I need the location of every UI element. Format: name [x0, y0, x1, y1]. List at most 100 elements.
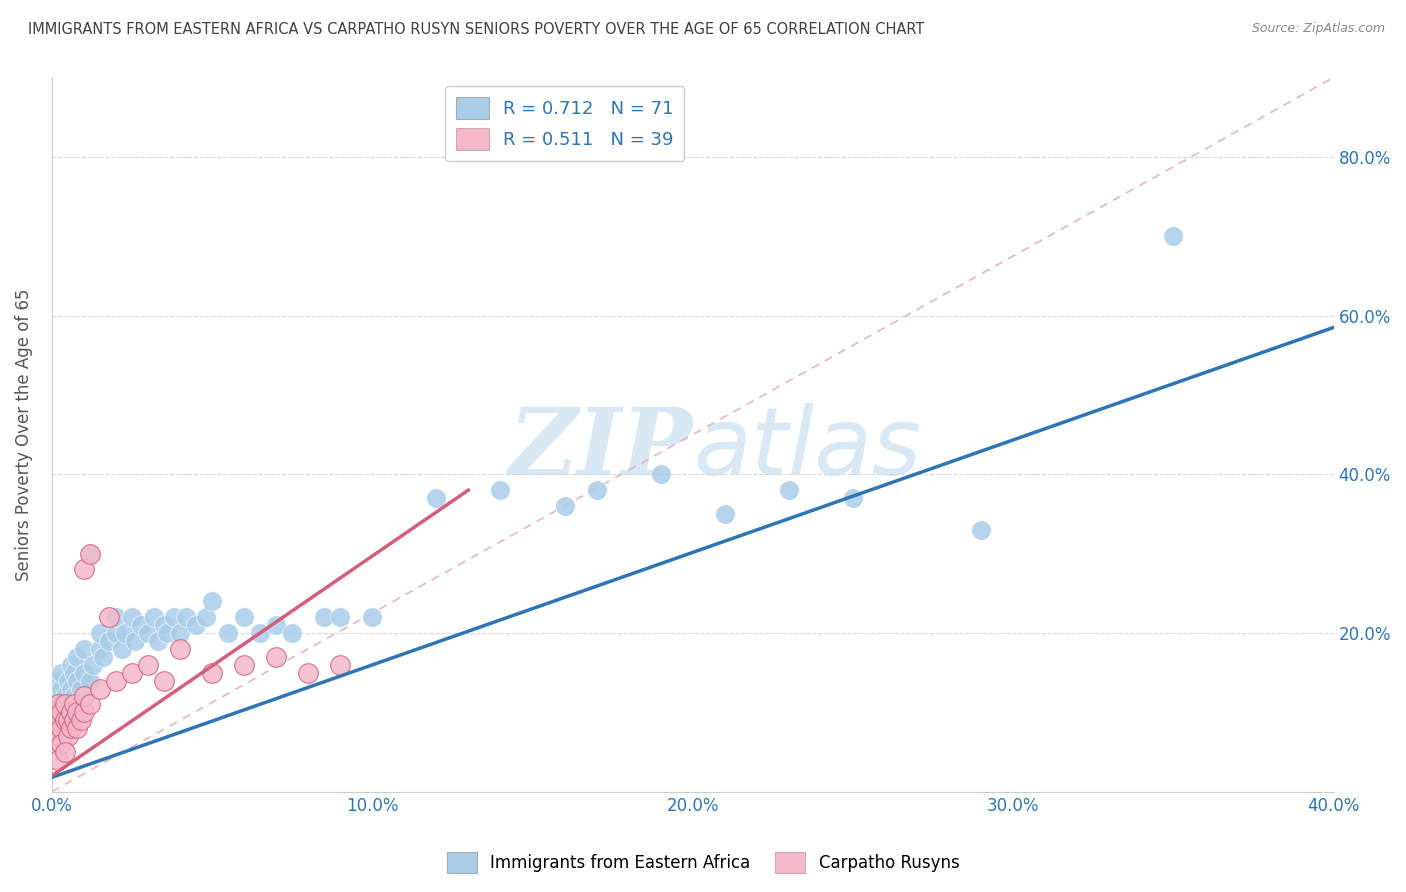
Point	[44, 737, 66, 751]
Point	[51, 713, 73, 727]
Point	[201, 594, 224, 608]
Point	[233, 657, 256, 672]
Y-axis label: Seniors Poverty Over the Age of 65: Seniors Poverty Over the Age of 65	[15, 288, 32, 581]
Legend: R = 0.712   N = 71, R = 0.511   N = 39: R = 0.712 N = 71, R = 0.511 N = 39	[446, 87, 685, 161]
Point	[79, 673, 101, 688]
Point	[79, 547, 101, 561]
Point	[98, 610, 121, 624]
Point	[53, 690, 76, 704]
Legend: Immigrants from Eastern Africa, Carpatho Rusyns: Immigrants from Eastern Africa, Carpatho…	[440, 846, 966, 880]
Point	[51, 665, 73, 680]
Text: ZIP: ZIP	[509, 404, 693, 494]
Point	[314, 610, 336, 624]
Point	[53, 706, 76, 720]
Point	[66, 673, 89, 688]
Point	[82, 657, 104, 672]
Point	[63, 665, 86, 680]
Point	[44, 706, 66, 720]
Point	[104, 610, 127, 624]
Point	[46, 698, 69, 712]
Point	[63, 713, 86, 727]
Point	[59, 706, 82, 720]
Point	[297, 665, 319, 680]
Point	[124, 634, 146, 648]
Point	[53, 698, 76, 712]
Point	[121, 610, 143, 624]
Point	[249, 626, 271, 640]
Point	[650, 467, 672, 482]
Point	[169, 626, 191, 640]
Point	[553, 499, 575, 513]
Point	[153, 618, 176, 632]
Point	[89, 626, 111, 640]
Point	[51, 721, 73, 735]
Point	[59, 721, 82, 735]
Point	[104, 673, 127, 688]
Point	[56, 713, 79, 727]
Point	[89, 641, 111, 656]
Point	[361, 610, 384, 624]
Text: IMMIGRANTS FROM EASTERN AFRICA VS CARPATHO RUSYN SENIORS POVERTY OVER THE AGE OF: IMMIGRANTS FROM EASTERN AFRICA VS CARPAT…	[28, 22, 925, 37]
Point	[970, 523, 993, 537]
Point	[56, 729, 79, 743]
Point	[69, 713, 91, 727]
Point	[98, 634, 121, 648]
Point	[79, 547, 101, 561]
Point	[111, 641, 134, 656]
Point	[136, 657, 159, 672]
Point	[51, 681, 73, 696]
Point	[59, 657, 82, 672]
Point	[59, 681, 82, 696]
Point	[162, 610, 184, 624]
Point	[56, 698, 79, 712]
Point	[194, 610, 217, 624]
Point	[66, 698, 89, 712]
Point	[46, 753, 69, 767]
Point	[46, 698, 69, 712]
Point	[143, 610, 166, 624]
Point	[53, 745, 76, 759]
Point	[156, 626, 179, 640]
Point	[201, 665, 224, 680]
Point	[66, 706, 89, 720]
Point	[169, 641, 191, 656]
Point	[73, 562, 96, 576]
Point	[585, 483, 607, 497]
Point	[53, 713, 76, 727]
Point	[73, 641, 96, 656]
Point	[66, 649, 89, 664]
Point	[73, 690, 96, 704]
Point	[91, 649, 114, 664]
Point	[146, 634, 169, 648]
Point	[46, 673, 69, 688]
Point	[104, 626, 127, 640]
Point	[63, 698, 86, 712]
Point	[153, 673, 176, 688]
Point	[73, 706, 96, 720]
Point	[46, 721, 69, 735]
Point	[51, 737, 73, 751]
Point	[131, 618, 153, 632]
Point	[56, 673, 79, 688]
Point	[713, 507, 735, 521]
Point	[329, 610, 352, 624]
Point	[329, 657, 352, 672]
Point	[842, 491, 865, 505]
Point	[264, 649, 287, 664]
Point	[51, 706, 73, 720]
Point	[233, 610, 256, 624]
Point	[184, 618, 207, 632]
Point	[114, 626, 136, 640]
Point	[44, 706, 66, 720]
Point	[69, 706, 91, 720]
Point	[73, 690, 96, 704]
Point	[1163, 229, 1185, 244]
Point	[59, 706, 82, 720]
Point	[44, 690, 66, 704]
Point	[79, 698, 101, 712]
Point	[136, 626, 159, 640]
Point	[56, 721, 79, 735]
Point	[69, 681, 91, 696]
Point	[46, 729, 69, 743]
Point	[217, 626, 239, 640]
